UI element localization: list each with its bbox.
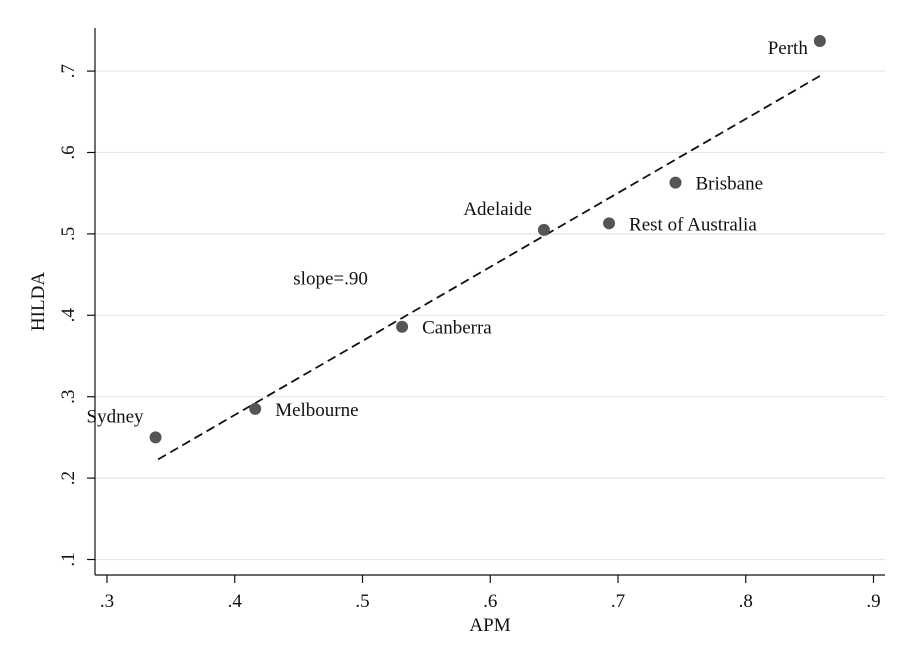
y-tick-label-2: .3 bbox=[58, 390, 79, 404]
data-points bbox=[149, 34, 826, 444]
point-perth bbox=[813, 34, 826, 47]
axes: .1 .2 .3 .4 .5 .6 .7 .3 .4 .5 .6 .7 .8 .9 bbox=[58, 28, 885, 612]
x-axis-title: APM bbox=[469, 615, 510, 636]
point-label-adelaide: Adelaide bbox=[463, 199, 532, 220]
x-tick-label-4: .7 bbox=[611, 591, 625, 612]
x-tick-label-6: .9 bbox=[866, 591, 880, 612]
point-label-perth: Perth bbox=[768, 38, 809, 59]
x-tick-label-5: .8 bbox=[739, 591, 753, 612]
x-tick-label-0: .3 bbox=[100, 591, 114, 612]
point-label-brisbane: Brisbane bbox=[695, 174, 763, 195]
point-label-sydney: Sydney bbox=[87, 406, 145, 427]
point-labels: Sydney Melbourne Canberra Adelaide Rest of A… bbox=[87, 38, 809, 427]
x-tick-label-3: .6 bbox=[483, 591, 497, 612]
y-tick-label-5: .6 bbox=[58, 145, 79, 159]
point-label-rest-of-australia: Rest of Australia bbox=[629, 214, 757, 235]
y-tick-label-6: .7 bbox=[58, 64, 79, 78]
y-tick-label-1: .2 bbox=[58, 471, 79, 485]
slope-annotation: slope=.90 bbox=[293, 268, 368, 289]
point-label-melbourne: Melbourne bbox=[275, 400, 358, 421]
y-tick-label-3: .4 bbox=[58, 308, 79, 323]
x-tick-label-2: .5 bbox=[355, 591, 369, 612]
point-rest-of-australia bbox=[603, 217, 616, 230]
y-tick-label-4: .5 bbox=[58, 227, 79, 241]
fit-line-group bbox=[157, 75, 821, 461]
y-axis-title: HILDA bbox=[28, 272, 49, 331]
x-tick-label-1: .4 bbox=[228, 591, 243, 612]
y-tick-label-0: .1 bbox=[58, 552, 79, 566]
point-canberra bbox=[396, 320, 409, 333]
gridlines bbox=[95, 70, 885, 561]
point-brisbane bbox=[669, 176, 682, 189]
point-adelaide bbox=[537, 223, 550, 236]
fit-line bbox=[157, 75, 821, 461]
point-label-canberra: Canberra bbox=[422, 318, 492, 339]
point-melbourne bbox=[249, 402, 262, 415]
point-sydney bbox=[149, 431, 162, 444]
